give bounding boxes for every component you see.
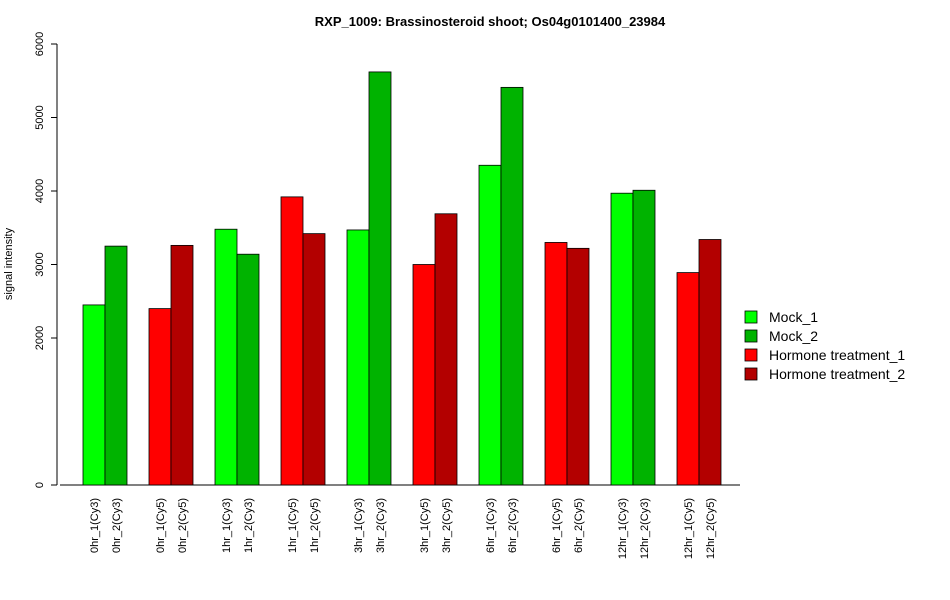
bar bbox=[434, 213, 458, 486]
legend-swatch bbox=[744, 310, 758, 324]
bars-group bbox=[82, 71, 722, 486]
bar bbox=[280, 196, 304, 486]
x-tick-label: 1hr_1(Cy5) bbox=[287, 498, 299, 553]
x-tick-label: 6hr_2(Cy3) bbox=[507, 498, 519, 553]
bar bbox=[214, 228, 238, 486]
bar bbox=[544, 242, 568, 486]
y-tick-label: 6000 bbox=[34, 32, 46, 56]
bar bbox=[610, 192, 634, 486]
legend-swatch bbox=[744, 367, 758, 381]
y-tick-label: 5000 bbox=[34, 105, 46, 129]
legend-label: Hormone treatment_2 bbox=[769, 366, 905, 382]
x-tick-label: 0hr_2(Cy5) bbox=[177, 498, 189, 553]
x-tick-label: 12hr_2(Cy3) bbox=[639, 498, 651, 559]
bar bbox=[302, 233, 326, 486]
x-tick-label: 3hr_2(Cy3) bbox=[375, 498, 387, 553]
bar bbox=[676, 272, 700, 486]
x-tick-label: 12hr_1(Cy5) bbox=[683, 498, 695, 559]
legend-swatch bbox=[744, 329, 758, 343]
bar bbox=[346, 229, 370, 486]
bar bbox=[82, 304, 106, 486]
x-tick-label: 1hr_1(Cy3) bbox=[221, 498, 233, 553]
x-tick-label: 6hr_2(Cy5) bbox=[573, 498, 585, 553]
y-tick-label: 4000 bbox=[34, 179, 46, 203]
bar bbox=[698, 239, 722, 486]
legend-label: Mock_1 bbox=[769, 309, 818, 325]
legend-label: Hormone treatment_1 bbox=[769, 347, 905, 363]
y-axis: 0 2000 3000 4000 5000 6000 bbox=[34, 32, 58, 488]
bar bbox=[148, 308, 172, 486]
bar bbox=[104, 245, 128, 486]
bar bbox=[236, 253, 260, 486]
y-tick-label: 2000 bbox=[34, 326, 46, 350]
x-tick-labels: 0hr_1(Cy3) 0hr_2(Cy3) 0hr_1(Cy5) 0hr_2(Cy5)… bbox=[89, 498, 717, 559]
x-tick-label: 3hr_1(Cy3) bbox=[353, 498, 365, 553]
y-axis-label: signal intensity bbox=[3, 227, 15, 300]
x-tick-label: 6hr_1(Cy3) bbox=[485, 498, 497, 553]
x-tick-label: 12hr_1(Cy3) bbox=[617, 498, 629, 559]
legend-swatch bbox=[744, 348, 758, 362]
x-tick-label: 0hr_1(Cy3) bbox=[89, 498, 101, 553]
x-tick-label: 3hr_1(Cy5) bbox=[419, 498, 431, 553]
bar bbox=[500, 86, 524, 486]
bar bbox=[478, 164, 502, 486]
x-tick-label: 1hr_2(Cy3) bbox=[243, 498, 255, 553]
legend: Mock_1 Mock_2 Hormone treatment_1 Hormone t… bbox=[744, 309, 905, 382]
bar bbox=[368, 71, 392, 486]
y-tick-label: 0 bbox=[34, 482, 46, 488]
x-tick-label: 12hr_2(Cy5) bbox=[705, 498, 717, 559]
x-tick-label: 1hr_2(Cy5) bbox=[309, 498, 321, 553]
chart-title: RXP_1009: Brassinosteroid shoot; Os04g01… bbox=[315, 14, 666, 29]
x-tick-label: 0hr_1(Cy5) bbox=[155, 498, 167, 553]
x-tick-label: 6hr_1(Cy5) bbox=[551, 498, 563, 553]
y-tick-label: 3000 bbox=[34, 252, 46, 276]
x-tick-label: 3hr_2(Cy5) bbox=[441, 498, 453, 553]
bar bbox=[566, 247, 590, 486]
bar bbox=[170, 244, 194, 486]
bar bbox=[632, 189, 656, 486]
legend-label: Mock_2 bbox=[769, 328, 818, 344]
bar bbox=[412, 264, 436, 486]
x-tick-label: 0hr_2(Cy3) bbox=[111, 498, 123, 553]
